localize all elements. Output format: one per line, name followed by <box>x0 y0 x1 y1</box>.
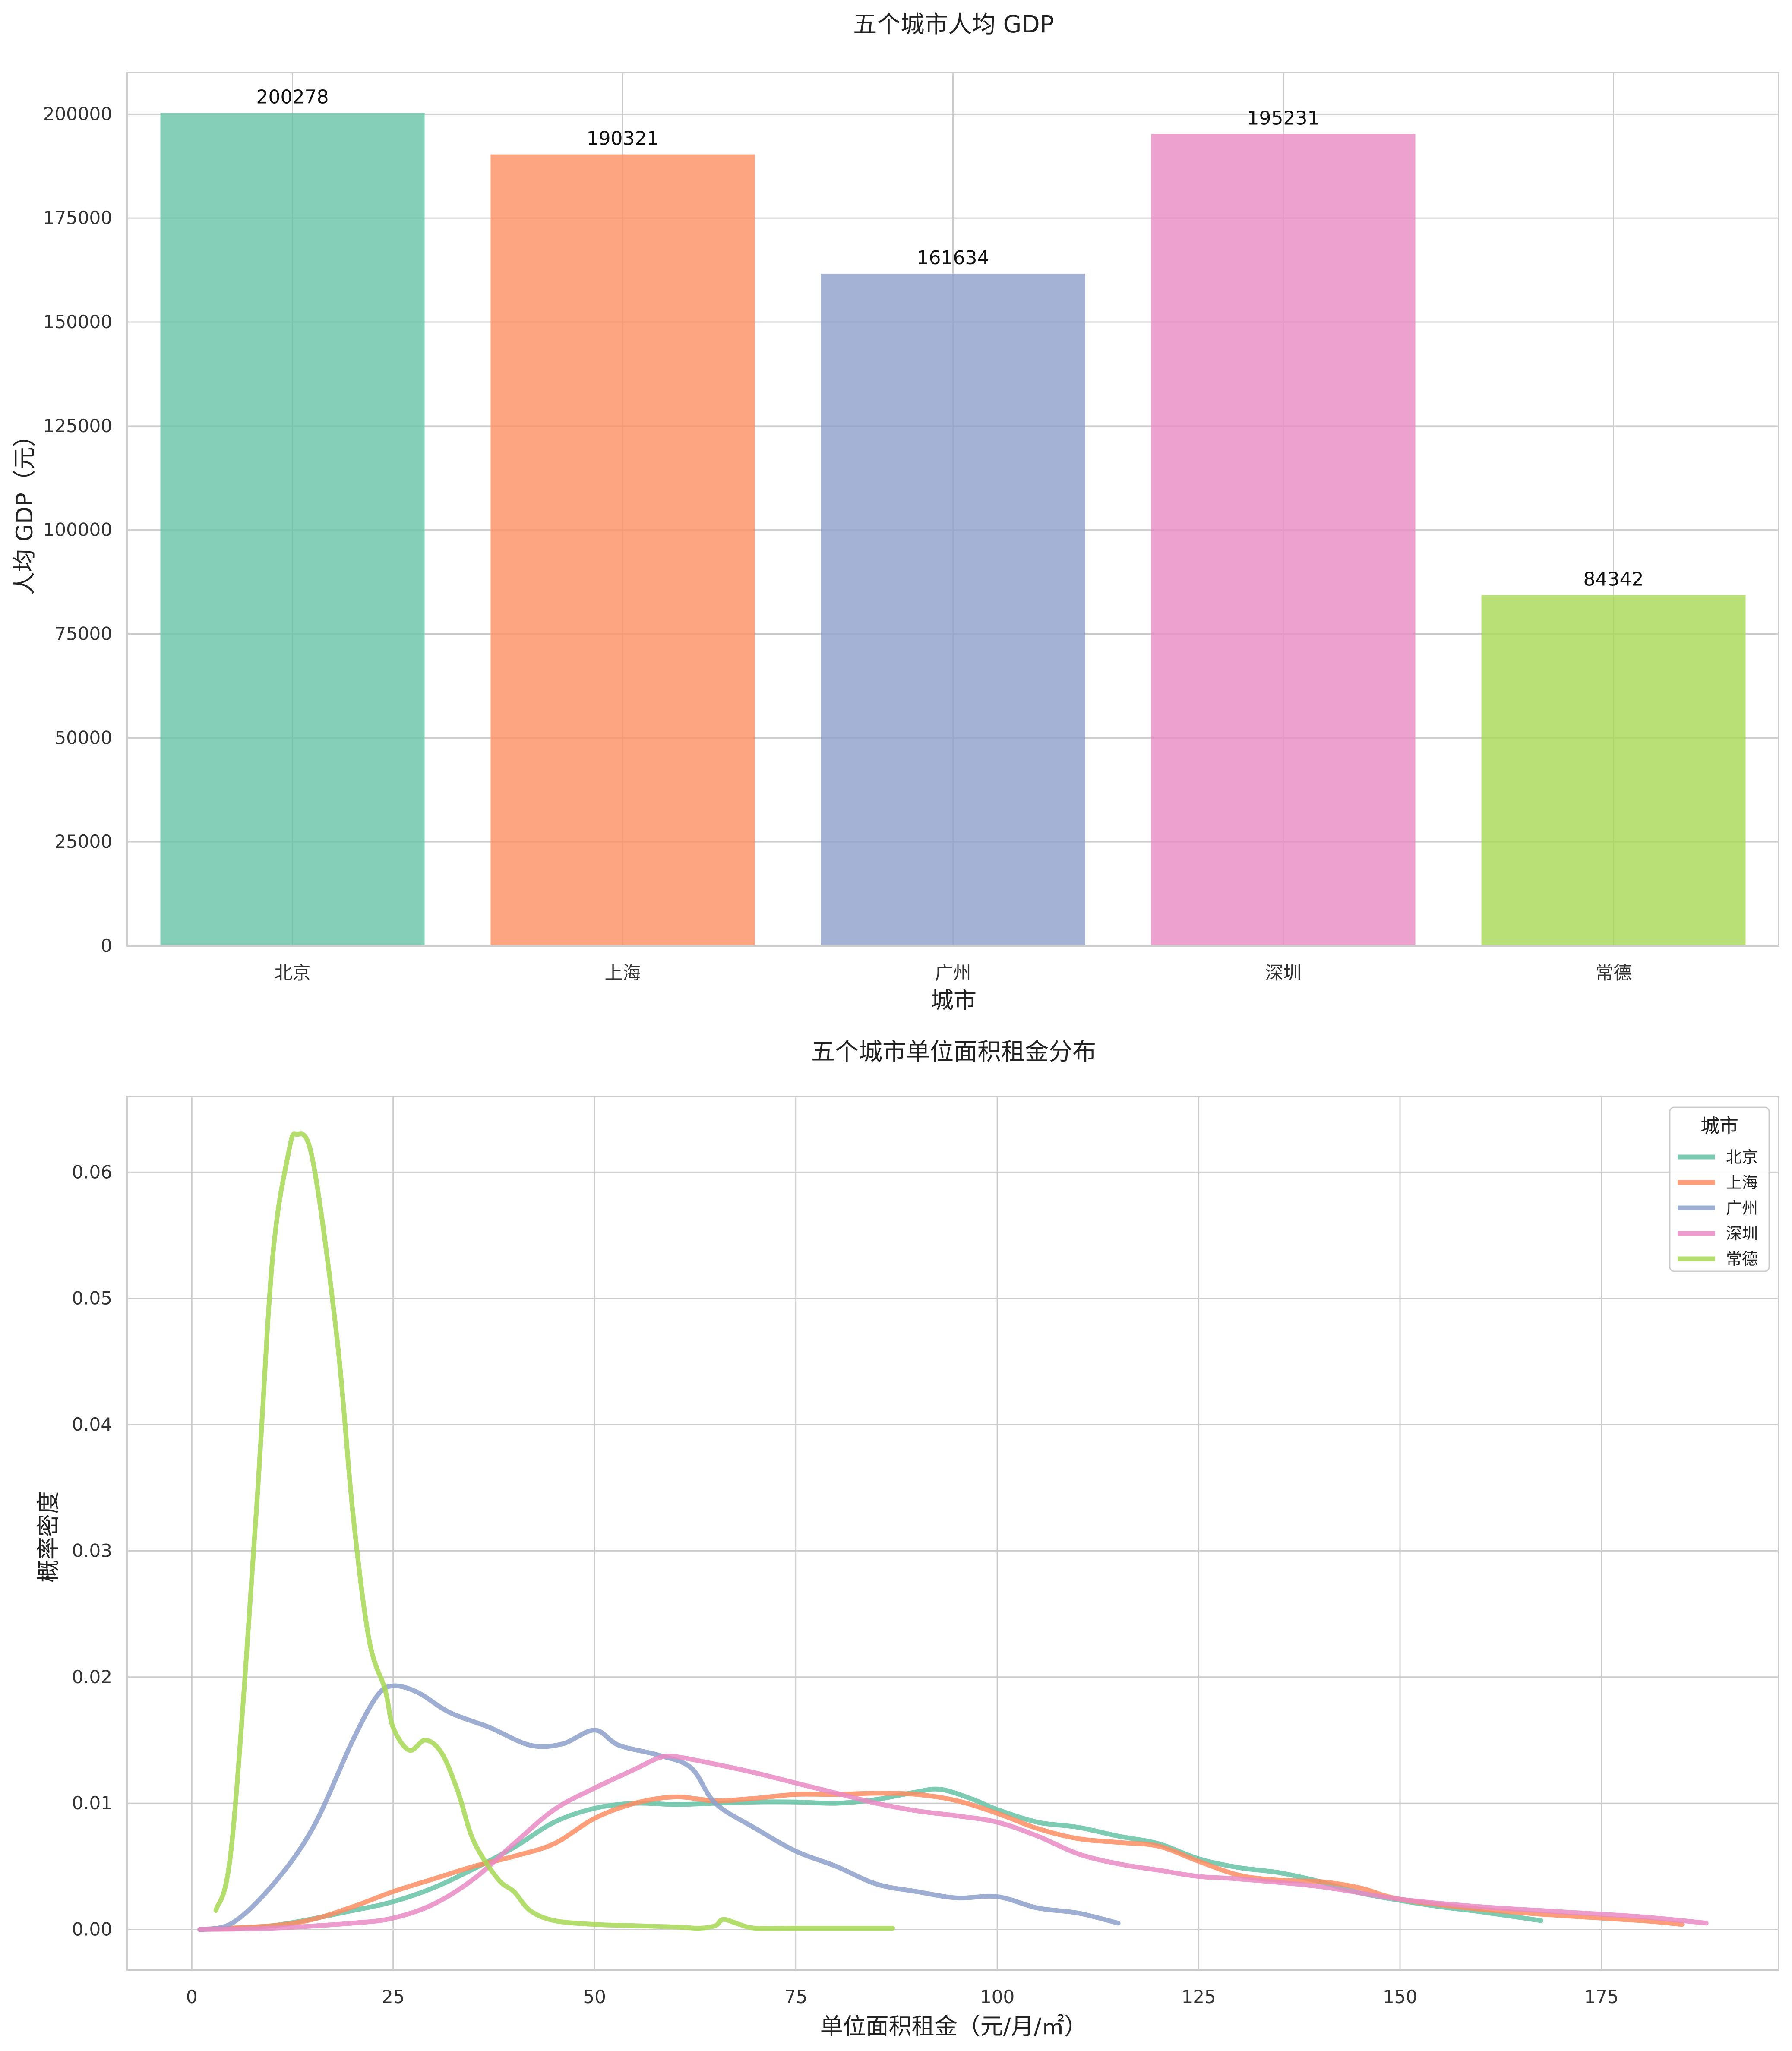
x-tick-label: 100 <box>980 1986 1015 2007</box>
rent-chart-title: 五个城市单位面积租金分布 <box>811 1038 1096 1065</box>
gdp-bars: 200278 190321 161634 195231 84342 <box>160 86 1746 946</box>
legend-label: 深圳 <box>1726 1224 1758 1243</box>
rent-density-chart: 五个城市单位面积租金分布 0.000.010.020.030.040.050.0… <box>35 1038 1779 2040</box>
bar-4 <box>1481 595 1746 946</box>
y-tick-label: 0.05 <box>72 1288 112 1309</box>
bar-value-label: 190321 <box>587 128 659 150</box>
density-line-4 <box>213 1131 895 1931</box>
legend-label: 上海 <box>1726 1173 1758 1192</box>
bar-value-label: 195231 <box>1247 107 1320 129</box>
rent-x-axis-label: 单位面积租金（元/月/㎡） <box>820 2013 1087 2040</box>
y-tick-label: 0.01 <box>72 1792 112 1814</box>
x-tick-label: 50 <box>583 1986 606 2007</box>
legend-box <box>1669 1106 1770 1272</box>
x-tick-label: 0 <box>186 1986 198 2007</box>
y-tick-label: 0.04 <box>72 1414 112 1435</box>
legend-title: 城市 <box>1700 1115 1738 1137</box>
legend-label: 常德 <box>1726 1250 1758 1268</box>
x-tick-label: 常德 <box>1595 962 1631 983</box>
bar-0 <box>160 113 425 946</box>
bar-value-label: 200278 <box>256 86 329 108</box>
y-tick-label: 0.00 <box>72 1918 112 1940</box>
y-tick-label: 0.03 <box>72 1540 112 1561</box>
x-tick-label: 上海 <box>604 962 641 983</box>
x-tick-label: 深圳 <box>1265 962 1301 983</box>
gdp-y-axis-label: 人均 GDP（元） <box>12 424 38 595</box>
gdp-tick-labels: 0 25000 50000 75000 100000 125000 150000 175000… <box>43 103 1632 983</box>
legend-label: 广州 <box>1726 1199 1758 1217</box>
x-tick-label: 北京 <box>274 962 310 983</box>
x-tick-label: 150 <box>1383 1986 1417 2007</box>
x-tick-label: 75 <box>784 1986 807 2007</box>
gdp-plot-frame <box>126 72 1779 947</box>
bar-2 <box>821 273 1085 946</box>
y-tick-label: 175000 <box>43 207 112 228</box>
rent-tick-labels: 0.00 0.01 0.02 0.03 0.04 0.05 0.06 0 25 50 75 100 12… <box>72 1161 1618 2007</box>
density-line-0 <box>197 1786 1544 1932</box>
rent-plot-frame <box>126 1096 1779 1971</box>
bar-value-label: 84342 <box>1583 569 1644 591</box>
x-tick-label: 175 <box>1584 1986 1618 2007</box>
y-tick-label: 0.02 <box>72 1666 112 1688</box>
gdp-x-axis-label: 城市 <box>931 987 977 1014</box>
y-tick-label: 125000 <box>43 415 112 436</box>
rent-density-lines <box>197 1131 1709 1932</box>
y-tick-label: 75000 <box>54 623 112 645</box>
bar-3 <box>1151 134 1416 946</box>
bar-1 <box>490 154 755 946</box>
gdp-bar-chart: 五个城市人均 GDP 200278 190321 161634 195231 84342… <box>12 10 1779 1014</box>
density-line-3 <box>197 1754 1709 1932</box>
y-tick-label: 50000 <box>54 727 112 748</box>
density-line-2 <box>197 1683 1121 1932</box>
y-tick-label: 25000 <box>54 831 112 852</box>
density-line-1 <box>197 1791 1685 1932</box>
y-tick-label: 0 <box>101 935 112 956</box>
x-tick-label: 25 <box>382 1986 405 2007</box>
x-tick-label: 125 <box>1181 1986 1216 2007</box>
rent-chart-grid <box>127 1097 1779 1970</box>
y-tick-label: 200000 <box>43 103 112 124</box>
legend-label: 北京 <box>1726 1148 1758 1166</box>
y-tick-label: 150000 <box>43 311 112 332</box>
bar-value-label: 161634 <box>917 247 989 269</box>
y-tick-label: 0.06 <box>72 1161 112 1182</box>
x-tick-label: 广州 <box>935 962 971 983</box>
rent-y-axis-label: 概率密度 <box>35 1491 62 1583</box>
gdp-chart-title: 五个城市人均 GDP <box>853 10 1054 38</box>
y-tick-label: 100000 <box>43 519 112 540</box>
